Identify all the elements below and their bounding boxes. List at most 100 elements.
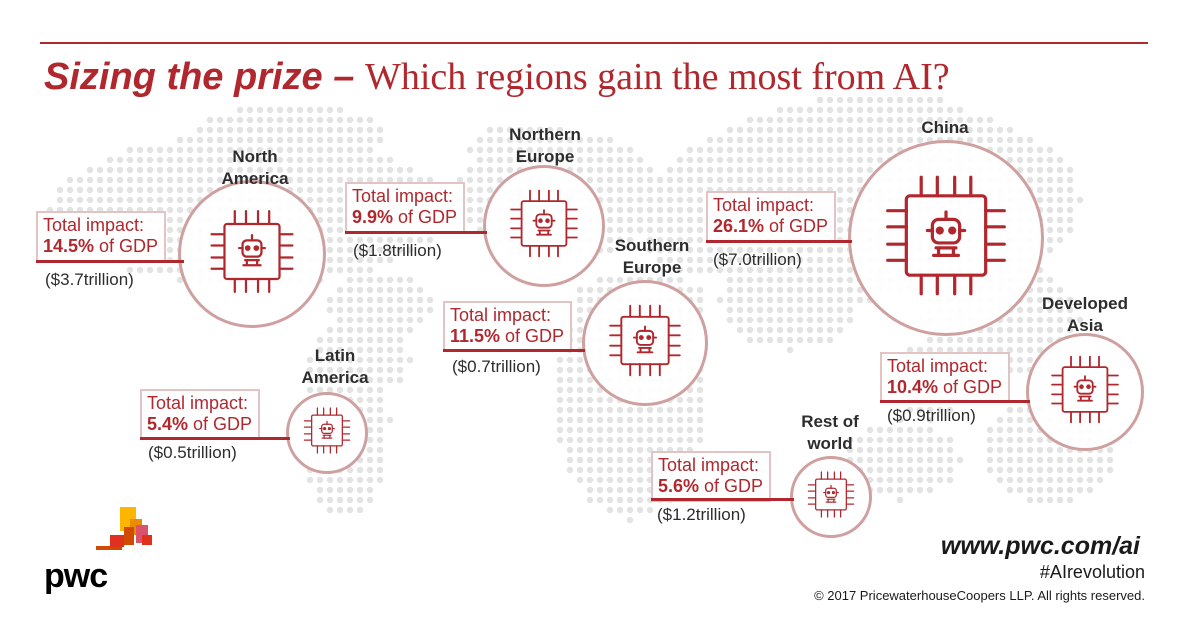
map-dot (96, 196, 104, 204)
map-dot (706, 146, 714, 154)
map-dot (396, 246, 404, 254)
map-dot (586, 466, 594, 474)
pwc-ai-link[interactable]: www.pwc.com/ai (940, 532, 1140, 560)
map-dot (1046, 216, 1054, 224)
map-dot (726, 156, 734, 164)
map-dot (936, 96, 944, 104)
map-dot (1046, 236, 1054, 244)
map-dot (296, 146, 304, 154)
map-dot (876, 446, 884, 454)
map-dot (476, 166, 484, 174)
map-dot (696, 256, 704, 264)
map-dot (586, 386, 594, 394)
map-dot (316, 146, 324, 154)
map-dot (376, 336, 384, 344)
map-dot (846, 116, 854, 124)
map-dot (926, 336, 934, 344)
map-dot (626, 216, 634, 224)
map-dot (606, 466, 614, 474)
map-dot (336, 256, 344, 264)
map-dot (796, 126, 804, 134)
map-dot (986, 346, 994, 354)
map-dot (686, 216, 694, 224)
map-dot (636, 486, 644, 494)
map-dot (366, 306, 374, 314)
map-dot (666, 226, 674, 234)
map-dot (1036, 176, 1044, 184)
map-dot (786, 126, 794, 134)
map-dot (876, 96, 884, 104)
map-dot (316, 186, 324, 194)
map-dot (186, 166, 194, 174)
map-dot (836, 266, 844, 274)
map-dot (1106, 456, 1114, 464)
map-dot (356, 316, 364, 324)
map-dot (756, 306, 764, 314)
map-dot (186, 176, 194, 184)
map-dot (366, 406, 374, 414)
map-dot (586, 146, 594, 154)
map-dot (396, 236, 404, 244)
map-dot (786, 176, 794, 184)
map-dot (826, 306, 834, 314)
map-dot (286, 126, 294, 134)
map-dot (866, 96, 874, 104)
map-dot (1016, 156, 1024, 164)
map-dot (1026, 426, 1034, 434)
map-dot (56, 196, 64, 204)
map-dot (326, 336, 334, 344)
map-dot (836, 276, 844, 284)
map-dot (656, 426, 664, 434)
impact-percent: 5.6% (658, 476, 700, 496)
map-dot (1056, 216, 1064, 224)
map-dot (196, 176, 204, 184)
map-dot (1066, 186, 1074, 194)
map-dot (736, 166, 744, 174)
map-dot (296, 126, 304, 134)
map-dot (276, 136, 284, 144)
map-dot (1026, 336, 1034, 344)
map-dot (356, 496, 364, 504)
map-dot (136, 176, 144, 184)
map-dot (1076, 476, 1084, 484)
map-dot (706, 256, 714, 264)
map-dot (826, 96, 834, 104)
map-dot (1066, 206, 1074, 214)
map-dot (466, 216, 474, 224)
map-dot (396, 356, 404, 364)
map-dot (806, 266, 814, 274)
total-impact-label: Total impact: (43, 215, 145, 235)
map-dot (1006, 426, 1014, 434)
ai-chip-icon (303, 407, 351, 460)
map-dot (546, 126, 554, 134)
map-dot (1006, 486, 1014, 494)
map-dot (736, 256, 744, 264)
map-dot (516, 156, 524, 164)
map-dot (796, 246, 804, 254)
map-dot (856, 436, 864, 444)
map-dot (406, 246, 414, 254)
map-dot (876, 476, 884, 484)
map-dot (796, 106, 804, 114)
map-dot (1066, 496, 1074, 504)
map-dot (306, 176, 314, 184)
map-dot (346, 256, 354, 264)
map-dot (516, 126, 524, 134)
map-dot (1056, 316, 1064, 324)
map-dot (826, 336, 834, 344)
map-dot (326, 496, 334, 504)
map-dot (1066, 296, 1074, 304)
map-dot (246, 116, 254, 124)
map-dot (916, 436, 924, 444)
map-dot (846, 286, 854, 294)
map-dot (366, 166, 374, 174)
map-dot (776, 296, 784, 304)
map-dot (1096, 456, 1104, 464)
map-dot (216, 146, 224, 154)
map-dot (406, 306, 414, 314)
map-dot (876, 426, 884, 434)
map-dot (226, 166, 234, 174)
map-dot (666, 426, 674, 434)
map-dot (726, 146, 734, 154)
map-dot (706, 266, 714, 274)
